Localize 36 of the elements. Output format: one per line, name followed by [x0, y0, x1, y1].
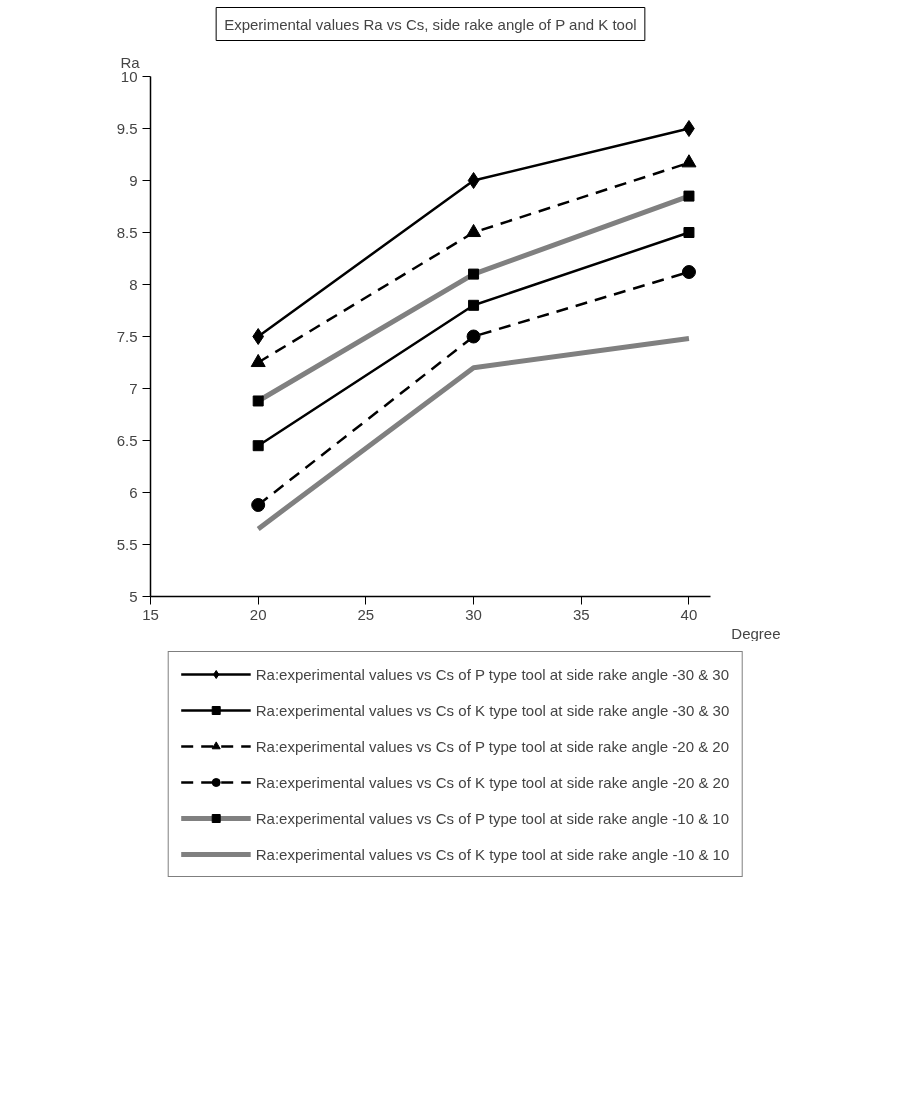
x-tick-label: 35	[572, 605, 590, 623]
y-tick-label: 8.5	[116, 223, 138, 241]
point	[467, 172, 480, 189]
point	[466, 223, 482, 238]
y-tick-label: 6.5	[116, 431, 138, 449]
y-tick-label: 5	[129, 587, 138, 605]
y-tick-label: 9.5	[116, 119, 138, 137]
point	[250, 353, 266, 368]
y-tick-label: 7.5	[116, 327, 138, 345]
point	[252, 328, 265, 345]
legend-label: Ra:experimental values vs Cs of K type tool at side rake angle -30 & 30	[255, 701, 730, 719]
y-tick-label: 6	[129, 483, 138, 501]
legend-label: Ra:experimental values vs Cs of K type tool at side rake angle -10 & 10	[255, 845, 730, 863]
x-tick-label: 20	[249, 605, 267, 623]
x-tick-label: 15	[142, 605, 159, 623]
legend-label: Ra:experimental values vs Cs of P type tool at side rake angle -10 & 10	[255, 809, 730, 827]
x-axis-title: Degree	[731, 624, 781, 642]
point	[683, 120, 695, 137]
point	[683, 227, 695, 238]
legend-label: Ra:experimental values vs Cs of K type tool at side rake angle -20 & 20	[255, 773, 730, 791]
legend-label: Ra:experimental values vs Cs of P type tool at side rake angle -30 & 30	[255, 665, 730, 683]
chart-title: Experimental values Ra vs Cs, side rake angle of P and K tool	[224, 15, 637, 33]
point	[252, 440, 264, 452]
x-tick-label: 40	[680, 605, 698, 623]
point	[681, 265, 696, 280]
point	[681, 154, 697, 168]
y-tick-label: 7	[129, 379, 138, 397]
x-tick-label: 25	[357, 605, 375, 623]
y-tick-label: 9	[129, 171, 138, 189]
y-tick-label: 5.5	[116, 535, 138, 553]
point	[466, 329, 481, 344]
legend-label: Ra:experimental values vs Cs of P type tool at side rake angle -20 & 20	[255, 737, 730, 755]
x-tick-label: 30	[465, 605, 482, 623]
y-tick-label: 8	[129, 275, 138, 293]
point	[468, 299, 480, 311]
point	[251, 497, 266, 512]
